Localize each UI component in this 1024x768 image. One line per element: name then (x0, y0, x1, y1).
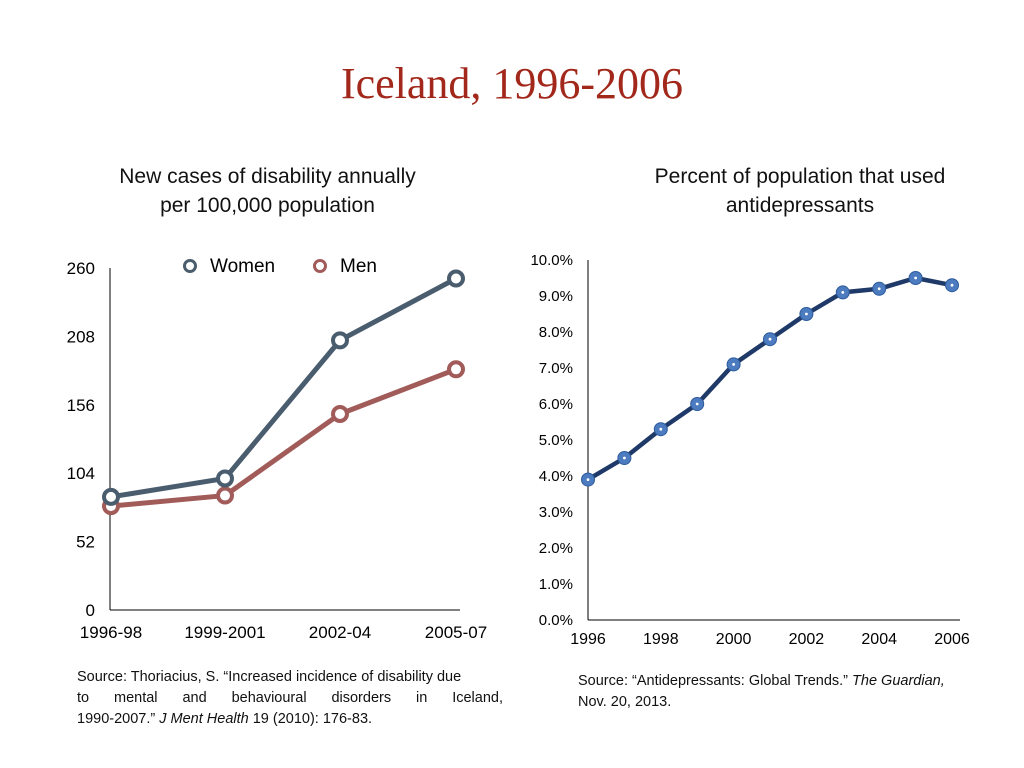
data-point-highlight (914, 276, 917, 280)
data-point-highlight (659, 427, 663, 431)
y-tick-label: 104 (67, 464, 95, 483)
x-tick-label: 2005-07 (425, 623, 487, 642)
x-tick-label: 1996-98 (80, 623, 142, 642)
legend-label-men: Men (340, 256, 377, 277)
right-source-publication: The Guardian, (852, 673, 945, 689)
x-tick-label: 2006 (934, 631, 970, 648)
right-source-line1: Source: “Antidepressants: Global Trends.… (578, 671, 998, 692)
y-tick-label: 5.0% (539, 432, 573, 449)
data-point-women (447, 269, 465, 288)
slide-title: Iceland, 1996-2006 (340, 59, 684, 108)
data-point-highlight (768, 337, 772, 341)
right-source-line2: Nov. 20, 2013. (578, 694, 672, 710)
y-tick-label: 6.0% (539, 396, 573, 413)
series-line (586, 275, 953, 482)
data-point-highlight (695, 402, 699, 406)
x-tick-label: 2002 (789, 631, 825, 648)
right-chart-title: Percent of population that used antidepr… (590, 162, 1010, 220)
right-source-line1-pre: Source: “Antidepressants: Global Trends.… (578, 673, 853, 689)
y-tick-label: 52 (76, 533, 95, 552)
y-tick-label: 8.0% (539, 324, 573, 341)
data-point-highlight (841, 291, 845, 294)
data-point-highlight (877, 287, 881, 291)
right-chart-title-line2: antidepressants (725, 194, 875, 217)
data-point-women (216, 469, 234, 488)
data-point-highlight (623, 456, 626, 460)
left-source-line2: to mental and behavioural disorders in I… (77, 690, 503, 706)
data-point-men (447, 360, 465, 379)
data-point-highlight (586, 478, 590, 481)
left-source-journal: J Ment Health (159, 711, 249, 727)
left-chart-title-line1: New cases of disability annually (119, 165, 416, 188)
x-tick-label: 1999-2001 (184, 623, 265, 642)
x-tick-label: 1998 (643, 631, 679, 648)
legend-marker-women (183, 259, 197, 273)
y-tick-label: 10.0% (530, 252, 573, 269)
series-line-women (110, 276, 458, 500)
y-tick-label: 0 (86, 601, 95, 620)
legend-marker-men (313, 259, 327, 273)
y-tick-label: 208 (67, 327, 95, 346)
left-source-line1: Source: Thoriacius, S. “Increased incide… (77, 669, 462, 685)
left-source-line3-pre: 1990-2007.” (77, 711, 160, 727)
left-chart-title: New cases of disability annually per 100… (60, 162, 475, 220)
data-point-highlight (950, 283, 954, 287)
x-tick-label: 1996 (570, 631, 606, 648)
y-tick-label: 9.0% (539, 288, 573, 305)
antidepressant-chart: 0.0% 1.0% 2.0% 3.0% 4.0% 5.0% 6.0% 7.0% 8.0% 9.0%… (530, 252, 969, 648)
x-tick-label: 2000 (716, 631, 752, 648)
left-chart-title-line2: per 100,000 population (160, 194, 375, 217)
left-source-citation: Source: Thoriacius, S. “Increased incide… (77, 667, 503, 730)
y-tick-label: 3.0% (539, 504, 573, 521)
data-point-women (331, 331, 349, 350)
y-tick-label: 0.0% (539, 612, 573, 629)
legend-label-women: Women (210, 256, 275, 277)
data-point-men (216, 486, 234, 505)
left-source-line3: 1990-2007.” J Ment Health 19 (2010): 176… (77, 709, 503, 730)
y-tick-label: 156 (67, 396, 95, 415)
data-point-highlight (732, 363, 735, 366)
x-tick-label: 2002-04 (309, 623, 371, 642)
data-point-highlight (805, 312, 808, 316)
left-source-line3-post: 19 (2010): 176-83. (248, 711, 373, 727)
y-tick-label: 1.0% (539, 576, 573, 593)
series-line-men (110, 366, 457, 509)
right-chart-title-line1: Percent of population that used (654, 165, 946, 188)
y-tick-label: 260 (67, 259, 95, 278)
y-tick-label: 7.0% (539, 360, 573, 377)
data-point-men (331, 405, 349, 424)
y-tick-label: 4.0% (539, 468, 573, 485)
x-tick-label: 2004 (861, 631, 897, 648)
disability-chart: 0 52 104 156 208 260 1996-98 1999-2001 2002-04 20… (67, 256, 488, 642)
y-tick-label: 2.0% (539, 540, 573, 557)
data-point-women (102, 487, 120, 506)
right-source-citation: Source: “Antidepressants: Global Trends.… (578, 671, 998, 713)
